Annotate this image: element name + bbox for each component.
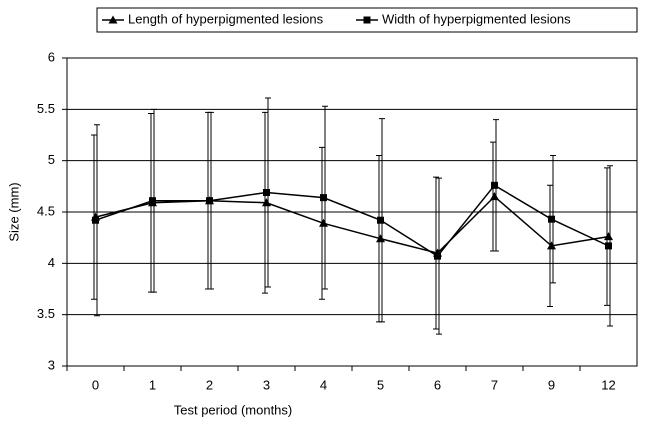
data-point	[490, 192, 499, 201]
data-point	[604, 232, 613, 241]
x-tick-label: 2	[206, 377, 213, 392]
x-axis-label: Test period (months)	[174, 402, 293, 417]
y-tick-label: 3.5	[37, 306, 55, 321]
data-point	[319, 218, 328, 227]
legend-label: Length of hyperpigmented lesions	[128, 11, 324, 26]
x-tick-label: 12	[601, 377, 615, 392]
data-point	[92, 216, 99, 224]
y-tick-label: 4.5	[37, 203, 55, 218]
x-tick-label: 1	[149, 377, 156, 392]
series-line	[95, 195, 609, 254]
data-point	[320, 194, 327, 202]
y-axis-label: Size (mm)	[6, 182, 21, 241]
x-tick-label: 5	[377, 377, 384, 392]
x-tick-label: 6	[434, 377, 441, 392]
y-tick-label: 4	[48, 255, 55, 270]
x-tick-label: 7	[491, 377, 498, 392]
legend-marker	[363, 16, 371, 24]
data-point	[206, 197, 213, 205]
data-point	[605, 242, 612, 250]
y-tick-label: 5.5	[37, 101, 55, 116]
legend-marker	[108, 15, 118, 24]
data-point	[376, 234, 385, 243]
y-tick-label: 5	[48, 152, 55, 167]
x-tick-label: 3	[263, 377, 270, 392]
y-tick-label: 6	[48, 49, 55, 64]
data-point	[377, 216, 384, 224]
x-tick-label: 9	[548, 377, 555, 392]
data-point	[547, 241, 556, 250]
data-point	[263, 188, 270, 196]
y-tick-label: 3	[48, 357, 55, 372]
data-point	[491, 181, 498, 189]
x-tick-label: 4	[320, 377, 327, 392]
series-line	[95, 184, 609, 258]
data-point	[149, 197, 156, 205]
data-point	[434, 252, 441, 260]
data-point	[548, 215, 555, 223]
data-point	[262, 198, 271, 207]
x-tick-label: 0	[92, 377, 99, 392]
legend-label: Width of hyperpigmented lesions	[382, 11, 571, 26]
